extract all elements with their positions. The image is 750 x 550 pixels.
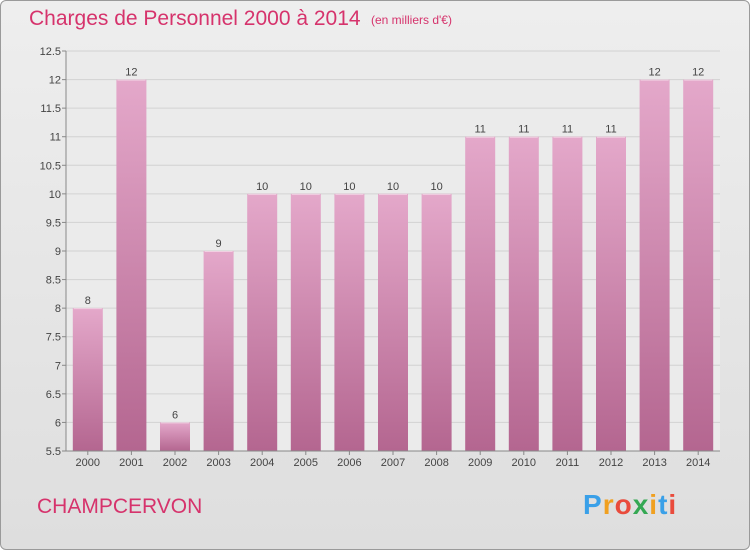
bar	[465, 136, 496, 451]
logo-letter: r	[602, 489, 615, 520]
logo-letter: o	[614, 489, 633, 520]
bar	[247, 193, 278, 451]
logo-letter: t	[658, 489, 669, 520]
logo-letter: P	[583, 489, 603, 520]
bar	[508, 136, 539, 451]
y-tick-label: 12	[49, 75, 61, 87]
y-tick-label: 6	[55, 417, 61, 429]
x-tick-label: 2011	[556, 457, 580, 469]
bar	[639, 79, 670, 452]
data-label: 11	[605, 124, 616, 136]
axes	[62, 50, 720, 455]
bar	[160, 422, 190, 451]
data-label: 10	[300, 181, 312, 193]
data-label: 10	[343, 181, 355, 193]
logo-letter: i	[649, 489, 659, 520]
y-tick-label: 5.5	[46, 446, 61, 458]
x-tick-label: 2000	[76, 457, 100, 469]
x-tick-label: 2005	[294, 457, 318, 469]
bar	[334, 193, 365, 451]
data-label: 12	[648, 67, 660, 79]
bar	[116, 79, 147, 452]
data-label: 12	[692, 67, 704, 79]
bar	[596, 136, 626, 451]
data-label: 11	[562, 124, 573, 136]
bar	[290, 193, 321, 451]
y-tick-label: 9	[55, 246, 61, 258]
x-tick-label: 2006	[337, 457, 361, 469]
commune-name: CHAMPCERVON	[37, 495, 203, 518]
y-tick-label: 11	[50, 132, 61, 144]
labels: 5.5 6 6.5 7 7.5 8 8.5 9 9.5 10 10.5 11 11.5 12 12.5 8 20…	[40, 46, 711, 469]
data-label: 10	[387, 181, 399, 193]
x-tick-label: 2002	[163, 457, 187, 469]
x-tick-label: 2009	[468, 457, 492, 469]
data-label: 10	[430, 181, 442, 193]
y-tick-label: 10.5	[40, 160, 61, 172]
y-tick-label: 7	[55, 360, 61, 372]
data-label: 11	[518, 124, 529, 136]
data-label: 10	[256, 181, 268, 193]
data-label: 12	[125, 67, 137, 79]
chart-title: Charges de Personnel 2000 à 2014	[29, 7, 361, 30]
y-tick-label: 6.5	[46, 389, 61, 401]
y-tick-label: 11.5	[40, 103, 61, 115]
y-tick-label: 12.5	[40, 46, 61, 58]
data-label: 8	[85, 295, 91, 307]
logo-letter: i	[668, 489, 678, 520]
proxiti-logo: Proxiti	[583, 489, 677, 521]
bar	[378, 193, 408, 451]
x-tick-label: 2013	[642, 457, 666, 469]
bars	[72, 79, 714, 452]
y-tick-label: 9.5	[46, 217, 61, 229]
x-tick-label: 2004	[250, 457, 274, 469]
bar	[203, 251, 234, 451]
logo-letter: x	[632, 489, 650, 520]
x-tick-label: 2008	[424, 457, 448, 469]
y-tick-label: 10	[49, 189, 61, 201]
data-label: 6	[172, 409, 178, 421]
x-tick-label: 2003	[206, 457, 230, 469]
x-tick-label: 2010	[512, 457, 536, 469]
data-label: 9	[216, 238, 222, 250]
bar	[421, 193, 452, 451]
y-tick-label: 8.5	[46, 275, 61, 287]
bar	[552, 136, 583, 451]
y-tick-label: 8	[55, 303, 61, 315]
y-tick-label: 7.5	[46, 332, 61, 344]
chart-subtitle: (en milliers d'€)	[371, 13, 452, 27]
x-tick-label: 2007	[381, 457, 405, 469]
data-label: 11	[474, 124, 485, 136]
bar	[72, 308, 103, 451]
x-tick-label: 2012	[599, 457, 623, 469]
bar	[683, 79, 714, 452]
x-tick-label: 2014	[686, 457, 710, 469]
x-tick-label: 2001	[119, 457, 143, 469]
